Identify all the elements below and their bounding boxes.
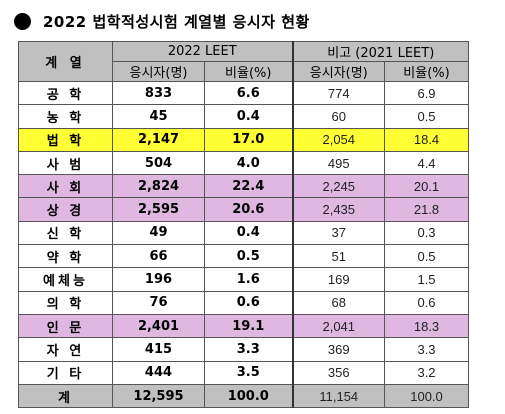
row-applicants-2022: 504 (112, 150, 205, 176)
row-ratio-2021: 3.2 (384, 360, 470, 385)
row-ratio-2021: 0.5 (384, 104, 470, 129)
row-applicants-2022: 196 (112, 267, 205, 292)
table-row: 농 학 45 0.4 60 0.5 (18, 104, 470, 129)
table-row: 인 문 2,401 19.1 2,041 18.3 (18, 313, 470, 339)
row-applicants-2022: 66 (112, 244, 205, 269)
table-row: 사 범 504 4.0 495 4.4 (18, 150, 470, 176)
row-ratio-2022: 22.4 (203, 174, 294, 199)
row-category: 자 연 (18, 337, 113, 362)
row-applicants-2021: 2,041 (291, 313, 386, 339)
row-applicants-2021: 169 (291, 267, 386, 292)
total-row: 계 12,595 100.0 11,154 100.0 (18, 383, 470, 409)
row-category: 사 회 (18, 174, 113, 199)
header-ratio-2022: 비율(%) (203, 61, 294, 82)
row-ratio-2022: 0.5 (203, 244, 294, 269)
row-ratio-2022: 19.1 (203, 313, 294, 339)
row-ratio-2021: 21.8 (384, 197, 470, 222)
row-ratio-2021: 0.6 (384, 290, 470, 315)
row-category: 법 학 (18, 127, 113, 152)
table-row: 공 학 833 6.6 774 6.9 (18, 80, 470, 106)
table-row: 사 회 2,824 22.4 2,245 20.1 (18, 174, 470, 199)
row-ratio-2022: 3.5 (203, 360, 294, 385)
row-ratio-2021: 0.5 (384, 244, 470, 269)
header-2021-leet: 비고 (2021 LEET) (291, 41, 470, 62)
row-ratio-2022: 17.0 (203, 127, 294, 152)
row-applicants-2021: 37 (291, 220, 386, 246)
row-category: 사 범 (18, 150, 113, 176)
row-applicants-2021: 2,054 (291, 127, 386, 152)
row-applicants-2022: 45 (112, 104, 205, 129)
row-applicants-2022: 444 (112, 360, 205, 385)
row-ratio-2022: 0.4 (203, 220, 294, 246)
row-applicants-2021: 60 (291, 104, 386, 129)
row-applicants-2022: 2,147 (112, 127, 205, 152)
header-row: 계 열 2022 LEET 비고 (2021 LEET) (18, 41, 470, 82)
header-category: 계 열 (18, 41, 113, 82)
row-applicants-2021: 774 (291, 80, 386, 106)
row-category: 상 경 (18, 197, 113, 222)
table-body: 공 학 833 6.6 774 6.9 농 학 45 0.4 60 0.5 법 학 2,147 17.0… (18, 80, 470, 385)
row-ratio-2022: 3.3 (203, 337, 294, 362)
row-applicants-2022: 76 (112, 290, 205, 315)
row-ratio-2022: 4.0 (203, 150, 294, 176)
table-row: 신 학 49 0.4 37 0.3 (18, 220, 470, 246)
bullet-icon (14, 12, 31, 30)
row-category: 공 학 (18, 80, 113, 106)
row-applicants-2022: 2,824 (112, 174, 205, 199)
table-row: 상 경 2,595 20.6 2,435 21.8 (18, 197, 470, 222)
row-category: 농 학 (18, 104, 113, 129)
title-text: 2022 법학적성시험 계열별 응시자 현황 (43, 12, 310, 31)
total-ratio-2021: 100.0 (384, 383, 470, 409)
header-2022-leet: 2022 LEET (111, 41, 294, 62)
row-ratio-2021: 20.1 (384, 174, 470, 199)
total-label: 계 (18, 383, 113, 409)
row-ratio-2021: 0.3 (384, 220, 470, 246)
row-applicants-2022: 415 (112, 337, 205, 362)
row-applicants-2022: 2,401 (112, 313, 205, 339)
row-applicants-2022: 833 (112, 80, 205, 106)
table-row: 자 연 415 3.3 369 3.3 (18, 337, 470, 362)
row-applicants-2021: 495 (291, 150, 386, 176)
row-ratio-2021: 6.9 (384, 80, 470, 106)
row-category: 의 학 (18, 290, 113, 315)
header-applicants-2021: 응시자(명) (291, 61, 386, 82)
row-category: 기 타 (18, 360, 113, 385)
row-ratio-2021: 18.3 (384, 313, 470, 339)
row-category: 약 학 (18, 244, 113, 269)
total-applicants-2021: 11,154 (291, 383, 386, 409)
page-title: 2022 법학적성시험 계열별 응시자 현황 (14, 8, 310, 34)
row-ratio-2021: 18.4 (384, 127, 470, 152)
row-applicants-2021: 369 (291, 337, 386, 362)
total-applicants-2022: 12,595 (112, 383, 205, 409)
subheader-row: 응시자(명) 비율(%) 응시자(명) 비율(%) (19, 61, 470, 82)
row-category: 인 문 (18, 313, 113, 339)
row-ratio-2021: 3.3 (384, 337, 470, 362)
row-category: 예체능 (18, 267, 113, 292)
row-ratio-2022: 1.6 (203, 267, 294, 292)
row-applicants-2021: 2,435 (291, 197, 386, 222)
table-row: 기 타 444 3.5 356 3.2 (18, 360, 470, 385)
row-applicants-2021: 2,245 (291, 174, 386, 199)
row-ratio-2022: 0.6 (203, 290, 294, 315)
header-ratio-2021: 비율(%) (384, 61, 470, 82)
row-applicants-2021: 356 (291, 360, 386, 385)
table-row: 약 학 66 0.5 51 0.5 (18, 244, 470, 269)
row-ratio-2021: 1.5 (384, 267, 470, 292)
header-applicants-2022: 응시자(명) (112, 61, 205, 82)
row-applicants-2021: 51 (291, 244, 386, 269)
row-applicants-2022: 2,595 (112, 197, 205, 222)
applicants-table: 계 열 2022 LEET 비고 (2021 LEET) 응시자(명) 비율(%… (18, 41, 470, 409)
total-ratio-2022: 100.0 (203, 383, 294, 409)
row-ratio-2022: 0.4 (203, 104, 294, 129)
row-ratio-2022: 20.6 (203, 197, 294, 222)
table-row: 예체능 196 1.6 169 1.5 (18, 267, 470, 292)
row-applicants-2022: 49 (112, 220, 205, 246)
row-category: 신 학 (18, 220, 113, 246)
row-ratio-2022: 6.6 (203, 80, 294, 106)
row-ratio-2021: 4.4 (384, 150, 470, 176)
table-row: 법 학 2,147 17.0 2,054 18.4 (18, 127, 470, 152)
row-applicants-2021: 68 (291, 290, 386, 315)
table-row: 의 학 76 0.6 68 0.6 (18, 290, 470, 315)
